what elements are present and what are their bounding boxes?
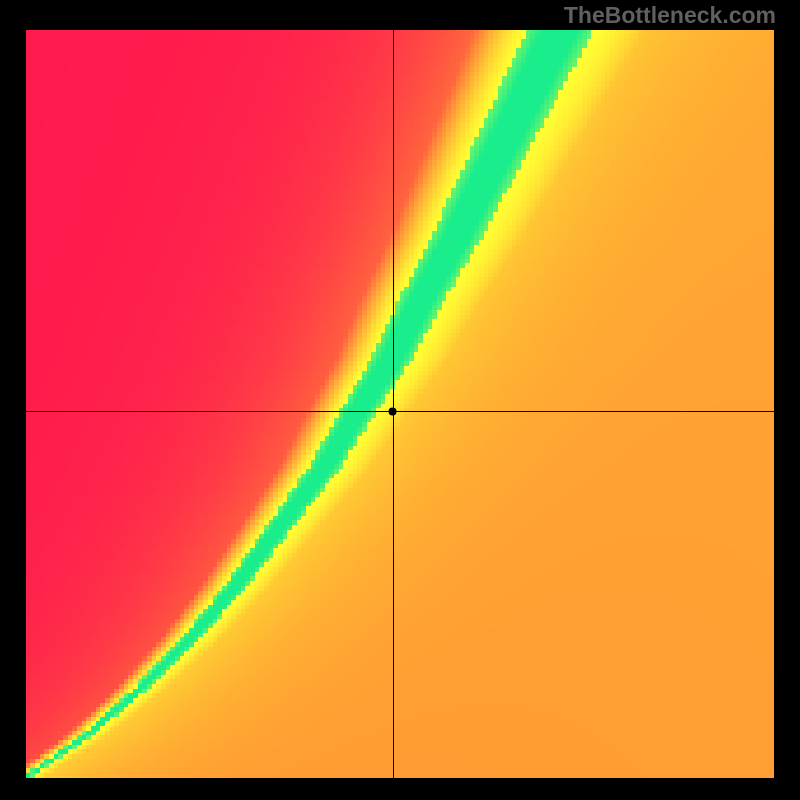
- watermark-text: TheBottleneck.com: [564, 2, 776, 29]
- bottleneck-heatmap: [26, 30, 774, 778]
- chart-container: TheBottleneck.com: [0, 0, 800, 800]
